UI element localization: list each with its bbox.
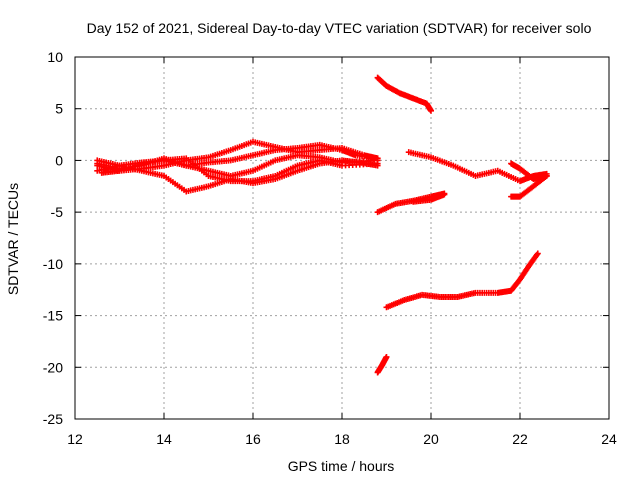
x-tick-label: 22 bbox=[512, 431, 528, 447]
series-track-f bbox=[374, 74, 434, 114]
data-point bbox=[374, 155, 381, 162]
y-tick-label: 0 bbox=[55, 152, 63, 168]
series-track-k bbox=[410, 191, 448, 205]
x-tick-label: 16 bbox=[245, 431, 261, 447]
y-tick-label: -15 bbox=[43, 308, 63, 324]
y-tick-label: -10 bbox=[43, 256, 63, 272]
y-tick-label: -5 bbox=[51, 204, 64, 220]
x-axis-title: GPS time / hours bbox=[288, 458, 395, 474]
series-track-l bbox=[383, 250, 541, 311]
x-tick-label: 14 bbox=[156, 431, 172, 447]
chart-title: Day 152 of 2021, Sidereal Day-to-day VTE… bbox=[87, 20, 592, 36]
data-series bbox=[94, 74, 550, 376]
x-tick-label: 18 bbox=[334, 431, 350, 447]
y-tick-label: -20 bbox=[43, 359, 63, 375]
x-tick-label: 12 bbox=[67, 431, 83, 447]
series-track-e bbox=[94, 155, 381, 185]
data-point bbox=[374, 160, 381, 167]
series-track-m bbox=[374, 353, 390, 376]
y-tick-label: 5 bbox=[55, 101, 63, 117]
series-track-i bbox=[508, 172, 550, 200]
data-point bbox=[383, 353, 390, 360]
y-axis-title: SDTVAR / TECUs bbox=[5, 183, 21, 295]
data-point bbox=[441, 191, 448, 198]
tick-labels: 12 14 16 18 20 22 24 -25 -20 -15 -10 -5 0 5 10 bbox=[43, 49, 617, 447]
grid bbox=[75, 57, 609, 419]
series-track-h bbox=[508, 160, 550, 183]
data-point bbox=[543, 172, 550, 179]
x-tick-label: 24 bbox=[601, 431, 617, 447]
data-point bbox=[428, 107, 434, 114]
ticks bbox=[74, 56, 610, 420]
y-tick-label: 10 bbox=[47, 49, 63, 65]
data-point bbox=[534, 250, 541, 257]
y-tick-label: -25 bbox=[43, 411, 63, 427]
x-tick-label: 20 bbox=[423, 431, 439, 447]
